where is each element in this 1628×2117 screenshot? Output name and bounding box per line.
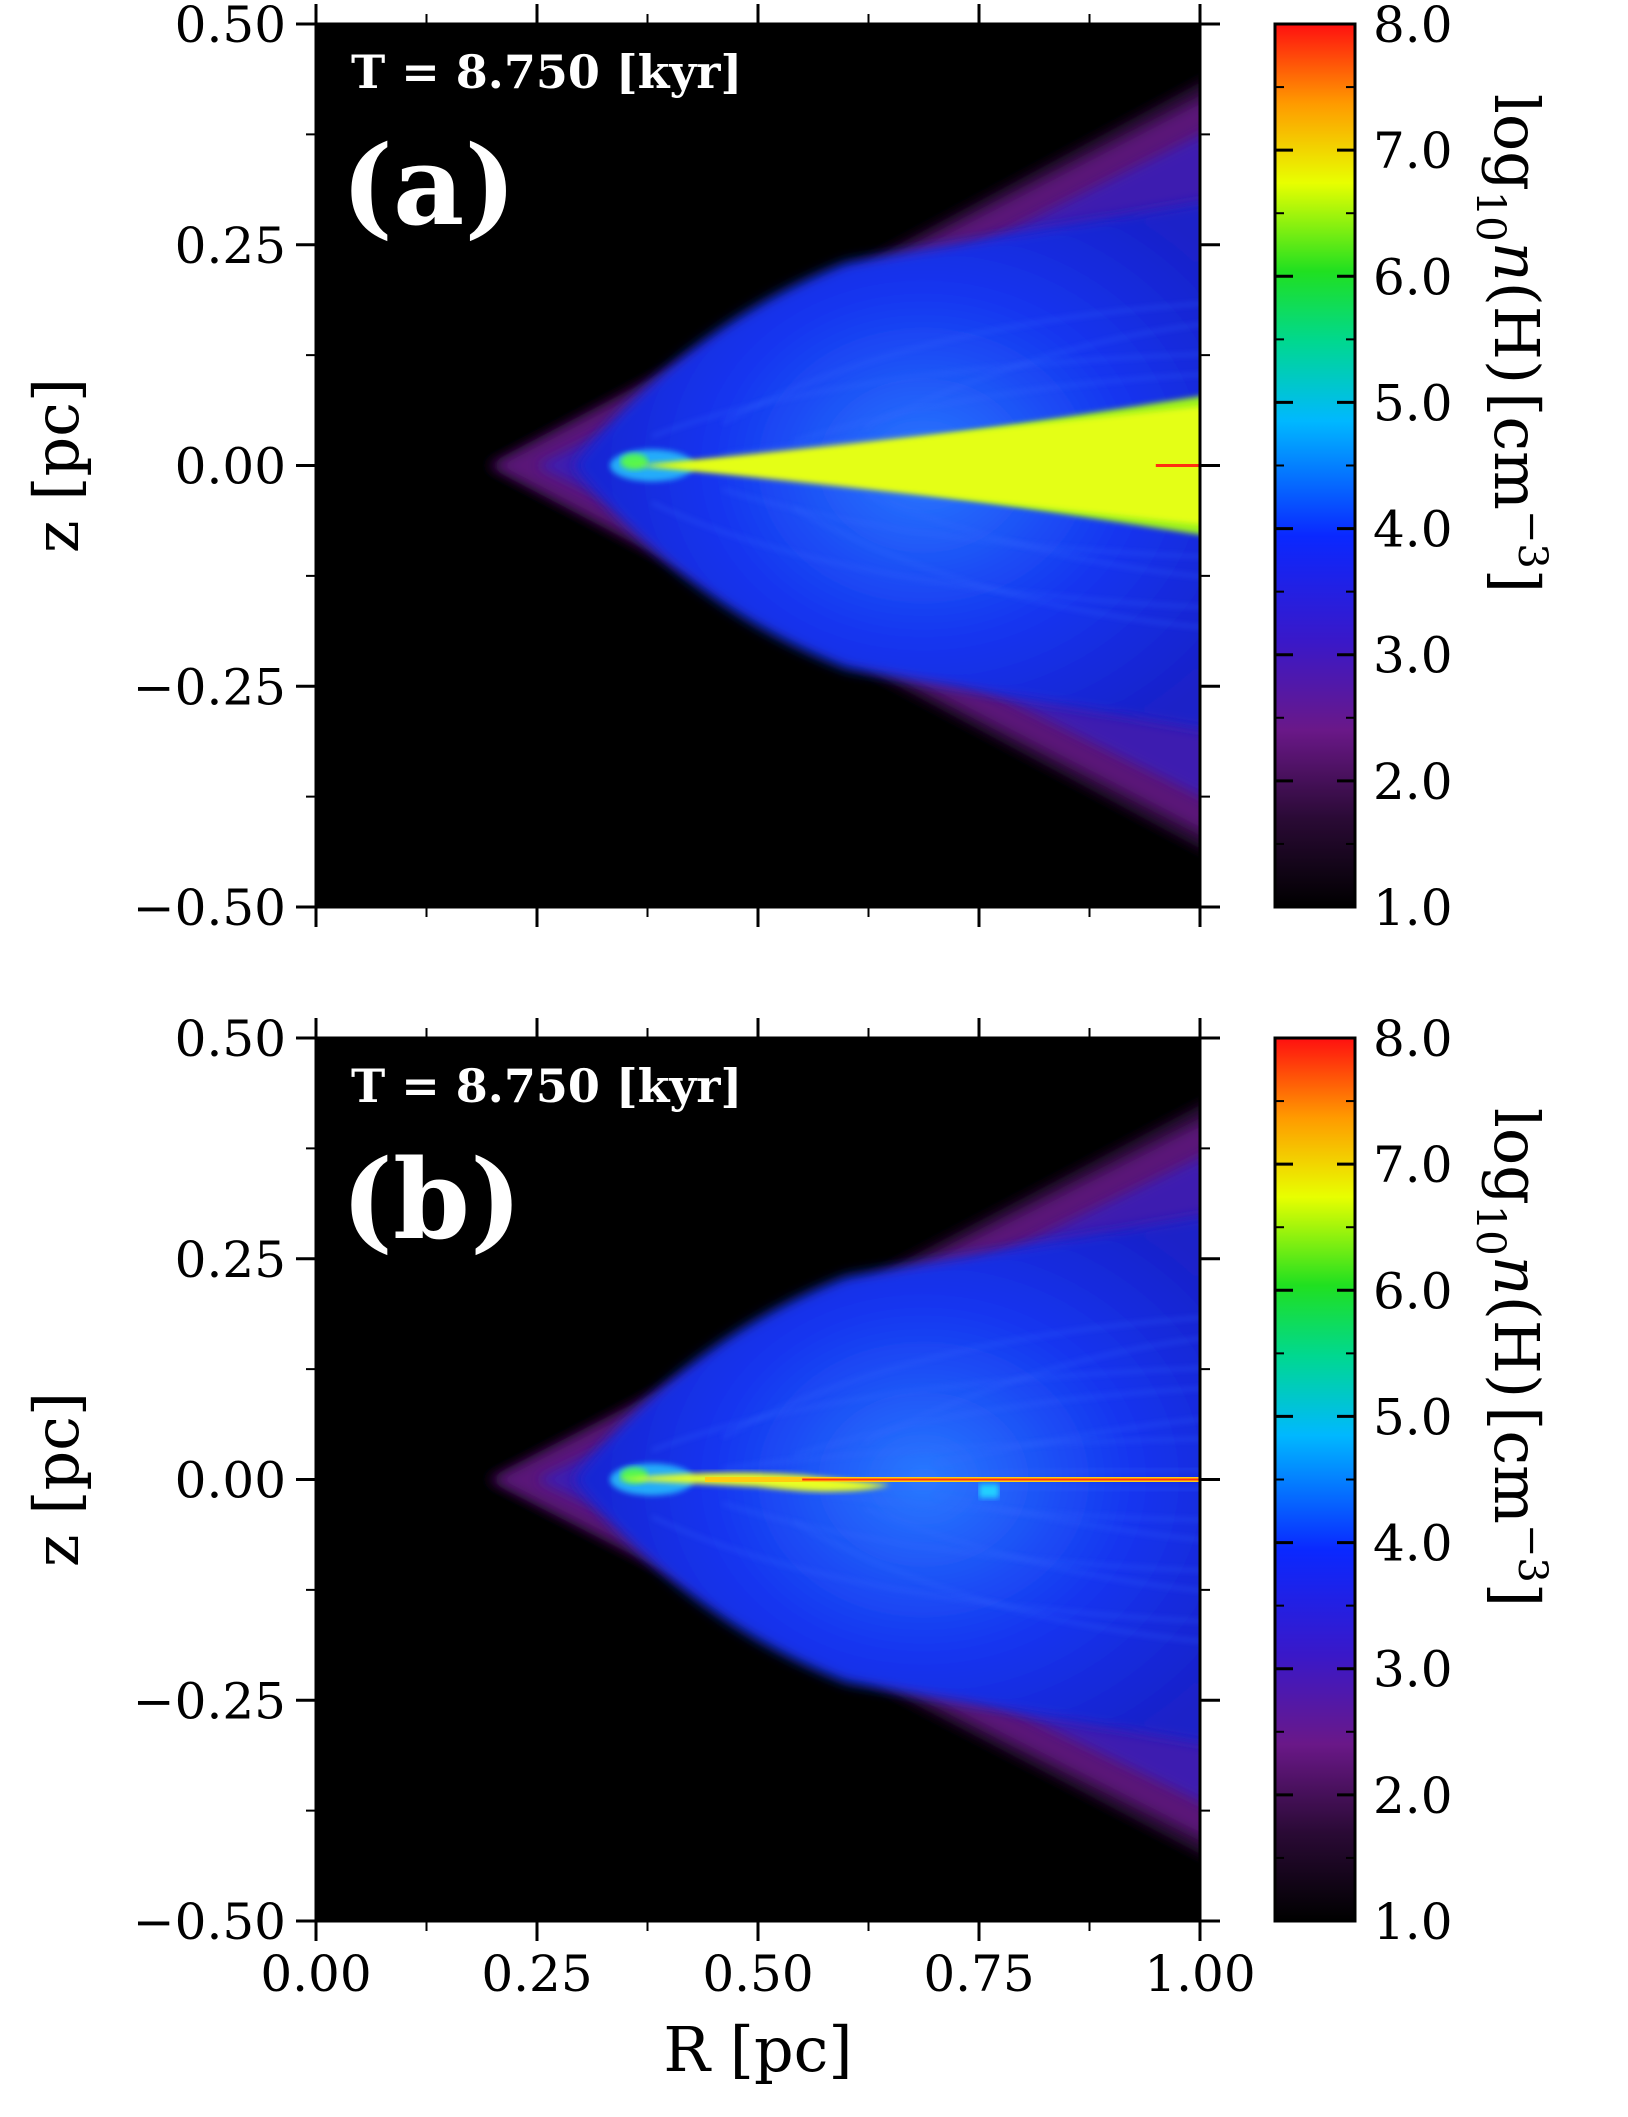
- colorbar-tick-label: 3.0: [1373, 1641, 1453, 1699]
- filament: [864, 1467, 1200, 1479]
- x-tick-label: 0.25: [481, 1945, 592, 2003]
- colorbar-gradient: [1273, 1036, 1357, 1923]
- x-tick-label: 0.50: [702, 1945, 813, 2003]
- colorbar-tick-label: 5.0: [1373, 374, 1453, 432]
- cbar-label-exp: −3: [1509, 1524, 1555, 1583]
- panel-a: 0.50 0.25 0.00 −0.25 −0.50 z [pc] T = 8.750 [k…: [20, 0, 1555, 937]
- filament: [722, 1437, 1200, 1471]
- y-tick-label: −0.50: [133, 879, 286, 937]
- sheet-knot: [979, 1483, 999, 1498]
- filament: [863, 323, 1200, 430]
- filament: [863, 493, 1200, 578]
- filament: [651, 501, 1200, 609]
- colorbar-tick-label: 1.0: [1373, 879, 1453, 937]
- colorbar: 8.0 7.0 6.0 5.0 4.0 3.0 2.0 1.0 log10n(H) [cm−3]: [1273, 1010, 1555, 1951]
- colorbar-tick-label: 7.0: [1373, 122, 1453, 180]
- colorbar-tick-label: 8.0: [1373, 0, 1453, 54]
- cbar-label-paren: (H): [1480, 1296, 1553, 1398]
- filament: [934, 1417, 1200, 1466]
- filament: [792, 1520, 1200, 1643]
- panel-b: 0.00 0.25 0.50 0.75 1.00 0.50 0.25 0.00 −0.25 −0.…: [20, 1010, 1555, 2086]
- colorbar-tick-label: 7.0: [1373, 1136, 1453, 1194]
- x-tick-label: 1.00: [1144, 1945, 1255, 2003]
- cbar-label-sub: 10: [1467, 191, 1513, 242]
- y-tick-label: 0.25: [175, 1231, 286, 1289]
- y-tick-label: 0.00: [175, 1452, 286, 1510]
- density-map: [316, 1038, 1200, 1921]
- y-tick-label: 0.00: [175, 438, 286, 496]
- time-annotation: T = 8.750 [kyr]: [351, 1059, 742, 1113]
- y-axis-label: z [pc]: [20, 1392, 93, 1567]
- x-tick-label: 0.75: [923, 1945, 1034, 2003]
- cbar-label-unit: [cm: [1480, 392, 1553, 510]
- colorbar-tick-label: 4.0: [1373, 501, 1453, 559]
- cbar-label-unit: [cm: [1480, 1406, 1553, 1524]
- cbar-label-exp: −3: [1509, 510, 1555, 569]
- filament: [722, 1501, 1200, 1572]
- filament: [934, 1493, 1200, 1542]
- filament: [722, 487, 1200, 558]
- cbar-label-log: log: [1480, 1108, 1553, 1205]
- y-axis-label: z [pc]: [20, 378, 93, 553]
- colorbar-tick-label: 6.0: [1373, 248, 1453, 306]
- panel-tag: (b): [341, 1135, 522, 1264]
- time-annotation: T = 8.750 [kyr]: [351, 45, 742, 99]
- colorbar-tick-label: 2.0: [1373, 1767, 1453, 1825]
- y-tick-label: 0.50: [175, 1010, 286, 1068]
- colorbar-tick-label: 2.0: [1373, 753, 1453, 811]
- colorbar-gradient: [1273, 22, 1357, 909]
- colorbar-tick-label: 5.0: [1373, 1388, 1453, 1446]
- filament: [651, 1515, 1200, 1623]
- y-tick-label: −0.25: [133, 1672, 286, 1730]
- x-axis-label: R [pc]: [663, 2013, 852, 2086]
- inner-clump-core: [620, 1467, 649, 1484]
- y-tick-label: 0.25: [175, 217, 286, 275]
- colorbar: 8.0 7.0 6.0 5.0 4.0 3.0 2.0 1.0 log10n(H) [cm−3]: [1273, 0, 1555, 937]
- filament: [792, 1387, 1200, 1458]
- colorbar-tick-label: 3.0: [1373, 627, 1453, 685]
- y-tick-label: −0.50: [133, 1893, 286, 1951]
- colorbar-label: log10n(H) [cm−3]: [1467, 94, 1555, 593]
- cbar-label-sub: 10: [1467, 1205, 1513, 1256]
- cbar-label-close: ]: [1480, 569, 1553, 593]
- filament: [721, 302, 1200, 425]
- filament: [792, 506, 1200, 629]
- filament: [651, 1366, 1200, 1452]
- colorbar-tick-label: 8.0: [1373, 1010, 1453, 1068]
- cbar-label-var: n: [1480, 242, 1553, 282]
- filament: [651, 352, 1200, 438]
- cbar-label-log: log: [1480, 94, 1553, 191]
- colorbar-label: log10n(H) [cm−3]: [1467, 1108, 1555, 1607]
- cbar-label-close: ]: [1480, 1583, 1553, 1607]
- density-map: [316, 24, 1200, 907]
- panel-tag: (a): [341, 121, 516, 250]
- y-tick-label: 0.50: [175, 0, 286, 54]
- filament: [793, 1488, 1200, 1522]
- colorbar-tick-label: 1.0: [1373, 1893, 1453, 1951]
- inner-clump-core: [620, 453, 649, 470]
- x-tick-label: 0.00: [260, 1945, 371, 2003]
- filament: [863, 1507, 1200, 1592]
- filament: [792, 373, 1200, 444]
- filament: [863, 1337, 1200, 1444]
- colorbar-tick-label: 4.0: [1373, 1515, 1453, 1573]
- colorbar-tick-label: 6.0: [1373, 1262, 1453, 1320]
- cbar-label-var: n: [1480, 1256, 1553, 1296]
- filament: [721, 1316, 1200, 1439]
- dense-disk: [643, 406, 1200, 525]
- cbar-label-paren: (H): [1480, 282, 1553, 384]
- y-tick-label: −0.25: [133, 658, 286, 716]
